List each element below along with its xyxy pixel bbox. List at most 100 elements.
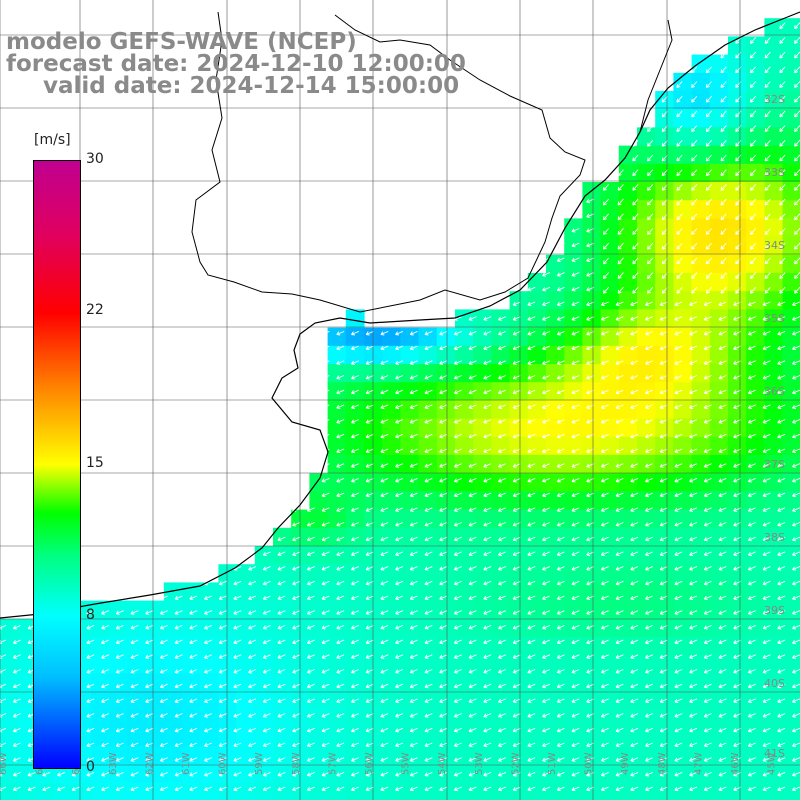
wind-arrow [792, 580, 800, 586]
wind-arrow [512, 713, 521, 718]
wind-arrow [512, 610, 521, 615]
wind-arrow [705, 198, 712, 206]
wind-arrow [542, 742, 551, 748]
wind-arrow [630, 301, 639, 307]
wind-cell [400, 746, 420, 765]
wind-cell [728, 436, 747, 456]
wind-arrow [248, 610, 257, 615]
wind-cell [182, 637, 201, 656]
wind-arrow [321, 522, 330, 527]
wind-arrow [380, 345, 389, 351]
wind-arrow [777, 698, 786, 703]
wind-arrow [749, 287, 757, 294]
wind-arrow [498, 786, 506, 792]
wind-cell [291, 618, 310, 638]
wind-arrow [468, 375, 477, 380]
wind-cell [527, 691, 547, 711]
wind-cell [582, 436, 602, 456]
wind-arrow [556, 463, 565, 468]
wind-arrow [351, 522, 359, 527]
wind-arrow [115, 757, 124, 762]
wind-cell [418, 400, 438, 420]
wind-cell [582, 509, 602, 529]
wind-arrow [439, 419, 448, 424]
wind-cell [546, 728, 565, 747]
wind-arrow [659, 727, 668, 733]
wind-cell [400, 691, 420, 711]
wind-arrow [468, 742, 477, 748]
wind-arrow [762, 316, 771, 321]
wind-cell [746, 254, 765, 274]
wind-arrow [86, 654, 95, 659]
wind-cell [400, 436, 420, 456]
wind-arrow [115, 669, 124, 674]
wind-arrow [689, 463, 698, 468]
wind-cell [127, 709, 147, 729]
wind-cell [637, 637, 656, 656]
wind-cell [509, 582, 529, 602]
wind-arrow [571, 448, 580, 454]
lon-label: 53W [474, 752, 485, 775]
wind-arrow [792, 330, 800, 336]
wind-arrow [351, 375, 359, 380]
wind-arrow [248, 654, 257, 659]
wind-cell [782, 345, 800, 365]
wind-cell [673, 582, 693, 602]
wind-arrow [615, 389, 624, 395]
lon-label: 57W [327, 752, 338, 775]
wind-arrow [703, 551, 712, 556]
wind-arrow [365, 742, 374, 748]
wind-arrow [689, 536, 698, 542]
wind-arrow [115, 654, 124, 659]
wind-cell [728, 491, 747, 511]
wind-cell [746, 309, 765, 329]
colorbar-tick-8: 8 [86, 607, 95, 623]
wind-arrow [645, 492, 653, 498]
wind-cell [764, 91, 784, 110]
wind-arrow [647, 272, 654, 280]
wind-cell [764, 72, 784, 92]
wind-arrow [630, 389, 639, 395]
wind-arrow [439, 404, 448, 409]
wind-cell [182, 673, 201, 693]
wind-arrow [556, 727, 565, 733]
wind-arrow [689, 757, 698, 762]
wind-cell [655, 455, 674, 474]
wind-arrow [542, 316, 551, 321]
wind-arrow [86, 771, 95, 777]
wind-cell [345, 582, 365, 602]
wind-arrow [365, 389, 374, 395]
wind-arrow [630, 742, 639, 748]
wind-cell [127, 673, 147, 693]
wind-arrow [630, 771, 639, 777]
wind-arrow [424, 757, 433, 762]
wind-cell [345, 400, 365, 420]
wind-cell [728, 782, 747, 800]
wind-arrow [336, 580, 345, 586]
wind-cell [655, 473, 674, 492]
wind-cell [473, 400, 492, 420]
wind-arrow [483, 654, 492, 659]
wind-arrow [747, 375, 756, 380]
wind-arrow [351, 683, 359, 689]
wind-arrow [527, 654, 536, 659]
wind-cell [728, 600, 747, 620]
wind-arrow [779, 184, 786, 191]
wind-cell [691, 455, 711, 474]
wind-arrow [453, 639, 462, 645]
wind-arrow [365, 566, 374, 571]
wind-arrow [705, 81, 712, 88]
wind-arrow [542, 477, 551, 483]
wind-cell [455, 455, 474, 474]
wind-cell [728, 691, 747, 711]
wind-arrow [779, 37, 786, 44]
wind-cell [691, 254, 711, 274]
wind-arrow [661, 213, 668, 221]
wind-arrow [720, 125, 727, 133]
wind-arrow [777, 360, 786, 365]
wind-arrow [395, 375, 404, 380]
wind-arrow [248, 566, 257, 571]
wind-arrow [262, 771, 271, 777]
wind-cell [600, 236, 620, 256]
wind-arrow [674, 610, 683, 615]
